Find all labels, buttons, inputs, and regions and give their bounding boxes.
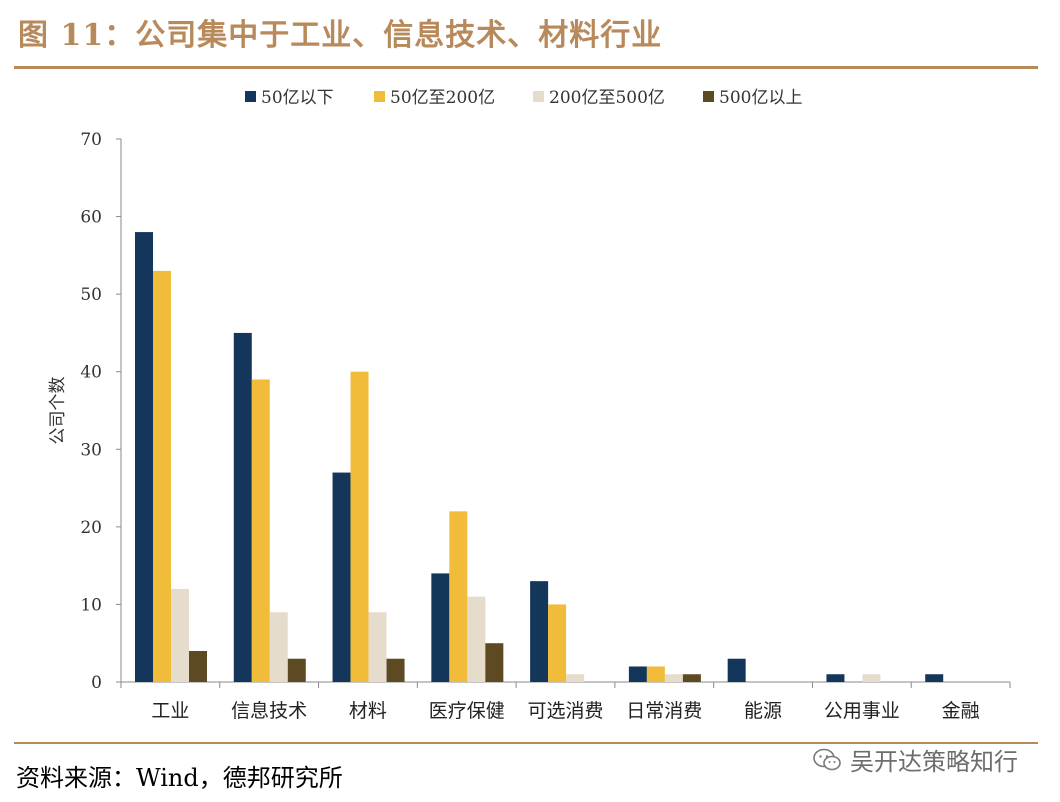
x-tick-label: 材料 (349, 700, 387, 722)
bar (826, 674, 845, 682)
legend-swatch (374, 91, 385, 102)
y-tick-label: 70 (80, 130, 102, 150)
bar (350, 371, 369, 682)
bar (189, 650, 207, 682)
bar (646, 666, 665, 682)
bar (233, 332, 252, 682)
title-divider (14, 66, 1038, 69)
x-tick-label: 公用事业 (824, 700, 900, 722)
watermark-text: 吴开达策略知行 (850, 748, 1018, 776)
bar (135, 232, 153, 683)
footer-divider (14, 742, 1038, 744)
bar (682, 674, 701, 682)
x-tick-label: 能源 (744, 700, 782, 722)
y-tick-label: 30 (80, 440, 102, 460)
legend-label: 200亿至500亿 (549, 88, 665, 108)
bar (925, 674, 944, 682)
y-tick-label: 60 (80, 208, 102, 228)
bar (862, 674, 881, 682)
source-note: 资料来源：Wind，德邦研究所 (16, 764, 343, 792)
wechat-icon (813, 748, 841, 770)
bar (566, 674, 585, 682)
x-tick-label: 可选消费 (527, 700, 603, 722)
bar (431, 573, 450, 682)
bar (485, 643, 504, 682)
bar (530, 581, 549, 682)
bar (287, 658, 306, 682)
x-tick-label: 日常消费 (626, 700, 702, 722)
bar (449, 511, 468, 682)
y-tick-label: 50 (80, 285, 102, 305)
y-tick-label: 0 (91, 673, 102, 693)
legend-swatch (703, 91, 714, 102)
y-tick-label: 20 (80, 518, 102, 538)
legend-label: 500亿以上 (719, 88, 802, 108)
x-tick-label: 信息技术 (231, 700, 307, 722)
x-tick-label: 工业 (151, 700, 189, 722)
x-tick-label: 医疗保健 (429, 700, 505, 722)
legend-swatch (245, 91, 256, 102)
bar (467, 596, 486, 682)
bar (332, 472, 351, 682)
legend-swatch (533, 91, 544, 102)
bar (269, 612, 288, 682)
bar (386, 658, 405, 682)
bar (153, 270, 171, 682)
y-axis-label: 公司个数 (48, 377, 68, 445)
bar (664, 674, 683, 682)
bar (548, 604, 567, 682)
bar (171, 588, 189, 682)
x-tick-label: 金融 (942, 700, 980, 722)
bar (727, 658, 746, 682)
bar (628, 666, 647, 682)
bar (368, 612, 387, 682)
watermark: 吴开达策略知行 (812, 742, 1018, 777)
figure-title: 图 11：公司集中于工业、信息技术、材料行业 (18, 18, 663, 53)
y-tick-label: 40 (80, 363, 102, 383)
legend-label: 50亿以下 (261, 88, 334, 108)
bar (251, 379, 270, 682)
legend-label: 50亿至200亿 (390, 88, 495, 108)
y-tick-label: 10 (80, 595, 102, 615)
